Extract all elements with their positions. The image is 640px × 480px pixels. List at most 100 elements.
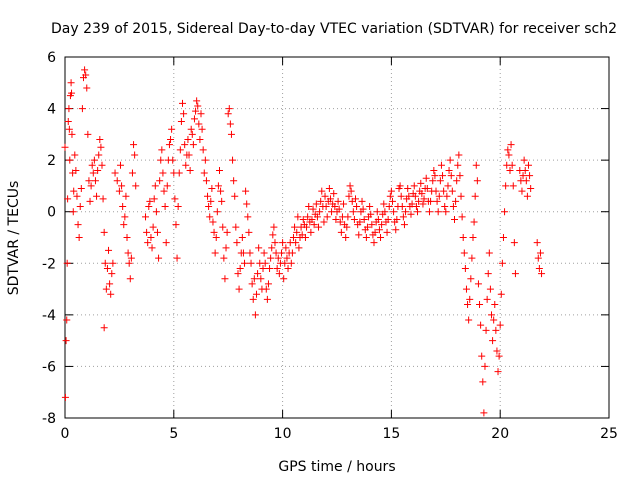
data-point [360, 215, 368, 223]
data-point [251, 311, 259, 319]
data-point [457, 192, 465, 200]
data-point [301, 234, 309, 241]
data-point [419, 200, 427, 208]
data-point [143, 228, 151, 236]
data-point [392, 226, 400, 234]
data-point [68, 130, 76, 138]
data-point [492, 326, 500, 334]
data-point [511, 270, 519, 278]
data-point [74, 221, 82, 229]
data-point [236, 264, 244, 272]
data-point [427, 197, 435, 205]
data-point [446, 156, 454, 164]
data-point [522, 177, 530, 185]
data-point [318, 187, 326, 195]
data-point [396, 182, 404, 190]
data-point [380, 200, 388, 208]
data-point [304, 213, 312, 221]
data-point [118, 182, 126, 190]
data-point [400, 221, 408, 229]
data-point [204, 192, 212, 200]
data-point [317, 197, 325, 205]
data-point [190, 115, 198, 123]
data-point [397, 192, 405, 200]
data-point [434, 208, 442, 216]
data-point [245, 228, 253, 236]
data-point [440, 187, 448, 195]
data-point [208, 185, 216, 193]
data-point [422, 174, 430, 182]
data-point [232, 223, 240, 231]
data-point [77, 185, 85, 193]
data-point [405, 192, 413, 200]
data-point [231, 192, 239, 200]
data-point [476, 301, 484, 309]
data-point [398, 203, 406, 211]
data-point [370, 239, 378, 247]
data-point [483, 295, 491, 303]
data-point [214, 182, 222, 190]
data-point [383, 228, 391, 236]
data-point [64, 117, 72, 125]
data-point [283, 254, 291, 262]
data-point [171, 195, 179, 203]
data-point [149, 223, 157, 231]
data-point [486, 285, 494, 293]
data-point [66, 156, 74, 164]
data-point [350, 215, 358, 223]
data-point [97, 143, 105, 151]
data-point [408, 200, 416, 208]
data-point [493, 347, 501, 355]
data-point [385, 203, 393, 211]
data-point [243, 200, 251, 208]
data-point [418, 190, 426, 198]
data-point [323, 213, 331, 221]
data-point [88, 161, 96, 169]
data-point [180, 110, 188, 118]
data-point [335, 205, 343, 213]
data-point [249, 295, 257, 303]
data-point [73, 192, 81, 200]
data-point [61, 143, 69, 151]
data-point [96, 136, 104, 144]
data-point [229, 156, 237, 164]
data-point [213, 208, 221, 216]
data-point [292, 239, 300, 247]
data-point [459, 234, 467, 241]
data-point [187, 125, 195, 133]
data-point [436, 177, 444, 185]
data-point [299, 215, 307, 223]
data-point [404, 185, 412, 193]
data-point [524, 161, 532, 169]
data-point [192, 107, 200, 115]
data-point [489, 337, 497, 345]
data-point [146, 197, 154, 205]
data-point [242, 187, 250, 195]
data-point [447, 172, 455, 180]
data-point [226, 120, 234, 128]
data-point [479, 378, 487, 386]
data-point [89, 169, 97, 177]
data-point [386, 192, 394, 200]
data-point [291, 223, 299, 231]
data-point [207, 197, 215, 205]
data-point [126, 275, 134, 283]
data-point [384, 215, 392, 223]
x-tick-label: 10 [274, 426, 292, 442]
data-point [115, 187, 123, 195]
data-point [64, 195, 72, 203]
data-point [375, 226, 383, 234]
data-point [538, 270, 546, 278]
data-point [68, 89, 76, 97]
data-point [451, 215, 459, 223]
data-point [132, 182, 140, 190]
data-point [288, 249, 296, 257]
data-point [167, 136, 175, 144]
data-point [325, 185, 333, 193]
data-point [431, 172, 439, 180]
data-point [209, 218, 217, 226]
data-point [176, 146, 184, 154]
data-point [250, 275, 258, 283]
data-point [527, 185, 535, 193]
